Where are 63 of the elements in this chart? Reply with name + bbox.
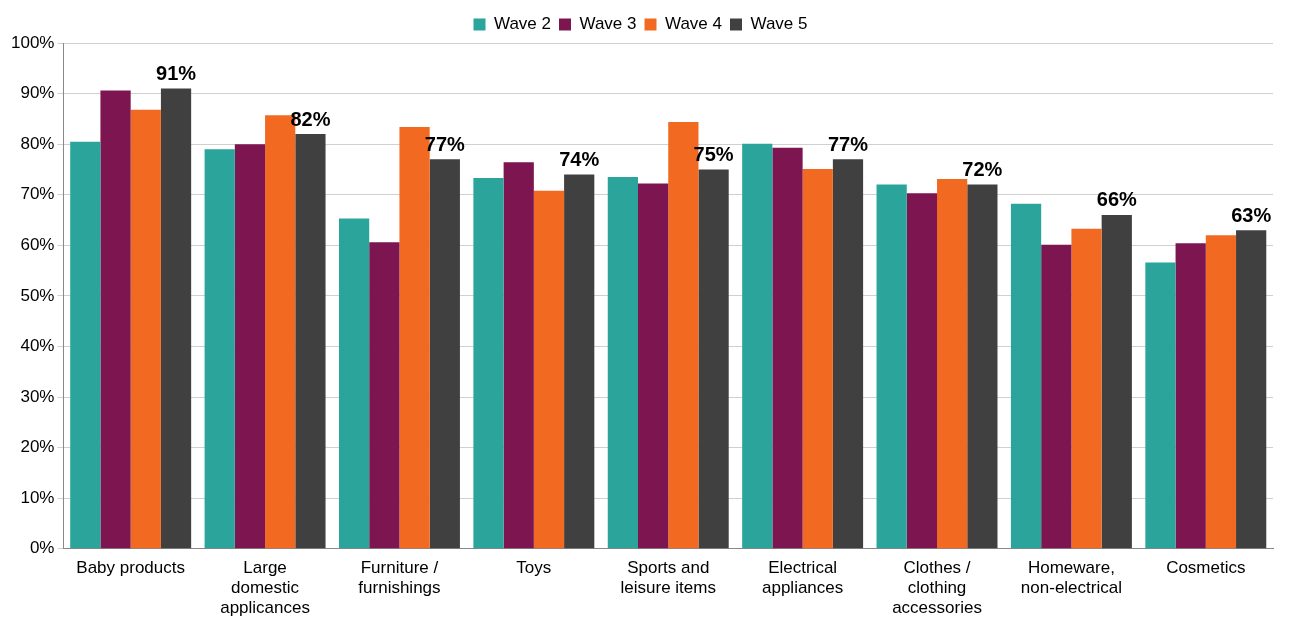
- x-tick-label: Electrical appliances: [761, 557, 844, 598]
- bar: [937, 179, 968, 549]
- data-label: 66%: [1096, 188, 1137, 211]
- bar: [295, 134, 326, 549]
- bar: [832, 159, 864, 549]
- bar: [100, 90, 131, 549]
- legend-label: Wave 3: [579, 14, 637, 34]
- x-tick-label: Baby products: [76, 557, 186, 577]
- bar: [1236, 230, 1267, 549]
- bar: [1041, 244, 1072, 549]
- data-label: 77%: [827, 132, 869, 155]
- bar: [234, 144, 266, 549]
- bar: [70, 141, 101, 549]
- bar: [1205, 235, 1237, 549]
- x-tick-label: Toys: [516, 557, 552, 577]
- y-tick-label: 90%: [20, 83, 55, 103]
- x-tick-label: Furniture / furnishings: [358, 557, 441, 598]
- y-tick-label: 80%: [20, 133, 55, 153]
- bar: [967, 184, 998, 549]
- y-tick-label: 30%: [20, 386, 55, 406]
- bar: [876, 184, 907, 549]
- bar: [607, 177, 638, 549]
- y-tick-label: 20%: [20, 437, 55, 457]
- legend-label: Wave 2: [494, 14, 552, 34]
- bar: [1101, 214, 1132, 549]
- x-tick-label: Large domestic applicances: [220, 557, 310, 618]
- y-tick-label: 60%: [20, 235, 55, 255]
- x-tick-label: Sports and leisure items: [620, 557, 716, 598]
- x-tick-label: Cosmetics: [1166, 557, 1246, 577]
- bar: [473, 178, 504, 549]
- data-label: 91%: [156, 62, 197, 85]
- bar: [1071, 228, 1102, 549]
- bar: [429, 159, 460, 549]
- bar: [1145, 262, 1176, 549]
- bar: [906, 193, 938, 549]
- bar: [160, 88, 192, 549]
- y-tick-label: 50%: [20, 285, 55, 305]
- bar: [698, 169, 729, 549]
- y-tick-label: 10%: [20, 487, 55, 507]
- legend-label: Wave 4: [665, 14, 723, 34]
- bar: [1010, 203, 1042, 549]
- y-tick-label: 100%: [11, 32, 55, 52]
- bar: [638, 183, 669, 549]
- data-label: 72%: [962, 158, 1003, 181]
- y-tick-label: 0%: [29, 538, 55, 558]
- bar: [564, 174, 595, 549]
- x-tick-label: Homeware, non-electrical: [1020, 557, 1122, 598]
- data-label: 63%: [1231, 203, 1272, 226]
- y-tick-label: 70%: [20, 184, 55, 204]
- bar: [503, 162, 534, 549]
- bar: [338, 218, 370, 549]
- x-tick-label: Clothes / clothing accessories: [892, 557, 982, 618]
- bar: [130, 109, 161, 549]
- bar: [772, 147, 803, 549]
- bar: [1175, 243, 1206, 549]
- y-tick-label: 40%: [20, 336, 55, 356]
- bar: [533, 190, 565, 549]
- bar: [742, 143, 773, 549]
- bar: [204, 149, 235, 549]
- bar: [369, 242, 400, 549]
- bar: [802, 168, 833, 549]
- legend-label: Wave 5: [750, 14, 808, 34]
- data-label: 74%: [559, 148, 600, 171]
